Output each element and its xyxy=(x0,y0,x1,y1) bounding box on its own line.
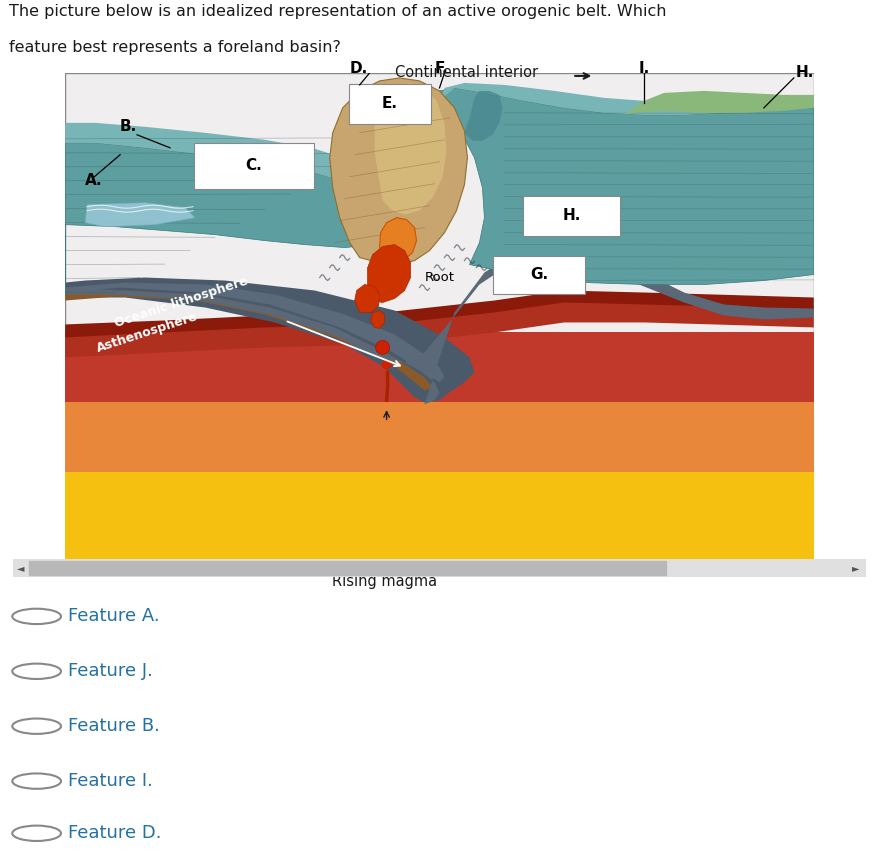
Polygon shape xyxy=(65,248,813,404)
Text: Feature A.: Feature A. xyxy=(68,607,160,625)
Text: Root: Root xyxy=(424,271,454,284)
Text: A.: A. xyxy=(85,172,103,188)
Circle shape xyxy=(12,773,61,789)
Text: B.: B. xyxy=(120,118,137,134)
FancyBboxPatch shape xyxy=(349,84,430,124)
Polygon shape xyxy=(65,300,813,358)
Text: The picture below is an idealized representation of an active orogenic belt. Whi: The picture below is an idealized repres… xyxy=(9,4,666,19)
Text: G.: G. xyxy=(529,267,548,282)
Polygon shape xyxy=(464,91,502,141)
Polygon shape xyxy=(439,88,813,285)
Text: Feature I.: Feature I. xyxy=(68,772,153,790)
Text: E.: E. xyxy=(381,96,397,112)
Polygon shape xyxy=(623,91,813,115)
Text: Feature J.: Feature J. xyxy=(68,662,153,680)
Polygon shape xyxy=(65,142,414,294)
Text: Asthenosphere: Asthenosphere xyxy=(95,310,199,355)
Polygon shape xyxy=(371,311,385,329)
FancyBboxPatch shape xyxy=(194,142,313,189)
Text: Feature D.: Feature D. xyxy=(68,825,162,843)
Text: H.: H. xyxy=(795,65,813,80)
Text: ◄: ◄ xyxy=(17,563,24,573)
Polygon shape xyxy=(379,218,416,263)
Text: feature best represents a foreland basin?: feature best represents a foreland basin… xyxy=(9,39,341,55)
Polygon shape xyxy=(374,83,446,214)
Circle shape xyxy=(12,825,61,841)
Polygon shape xyxy=(65,123,394,197)
Polygon shape xyxy=(85,202,195,227)
FancyBboxPatch shape xyxy=(522,196,620,236)
Text: F.: F. xyxy=(434,61,448,76)
FancyBboxPatch shape xyxy=(493,256,585,293)
Polygon shape xyxy=(65,332,813,402)
Polygon shape xyxy=(354,285,379,312)
Circle shape xyxy=(375,341,389,354)
Text: I.: I. xyxy=(638,61,650,76)
Circle shape xyxy=(381,360,391,369)
Polygon shape xyxy=(65,282,444,383)
Polygon shape xyxy=(65,452,813,562)
Text: Feature B.: Feature B. xyxy=(68,717,160,735)
Polygon shape xyxy=(65,383,813,472)
Polygon shape xyxy=(367,245,410,303)
Polygon shape xyxy=(65,291,432,390)
Text: Oceanic lithosphere: Oceanic lithosphere xyxy=(113,275,249,330)
Circle shape xyxy=(12,608,61,624)
Polygon shape xyxy=(329,78,467,264)
Polygon shape xyxy=(65,277,474,402)
Text: H.: H. xyxy=(562,208,580,223)
Text: C.: C. xyxy=(245,158,262,173)
Bar xyxy=(29,561,665,575)
Text: Continental interior: Continental interior xyxy=(394,65,537,80)
Text: Rising magma: Rising magma xyxy=(332,574,436,589)
Text: D.: D. xyxy=(349,61,368,76)
Polygon shape xyxy=(65,291,813,337)
Circle shape xyxy=(12,718,61,734)
Text: ►: ► xyxy=(851,563,858,573)
Polygon shape xyxy=(439,83,813,115)
Circle shape xyxy=(12,663,61,679)
